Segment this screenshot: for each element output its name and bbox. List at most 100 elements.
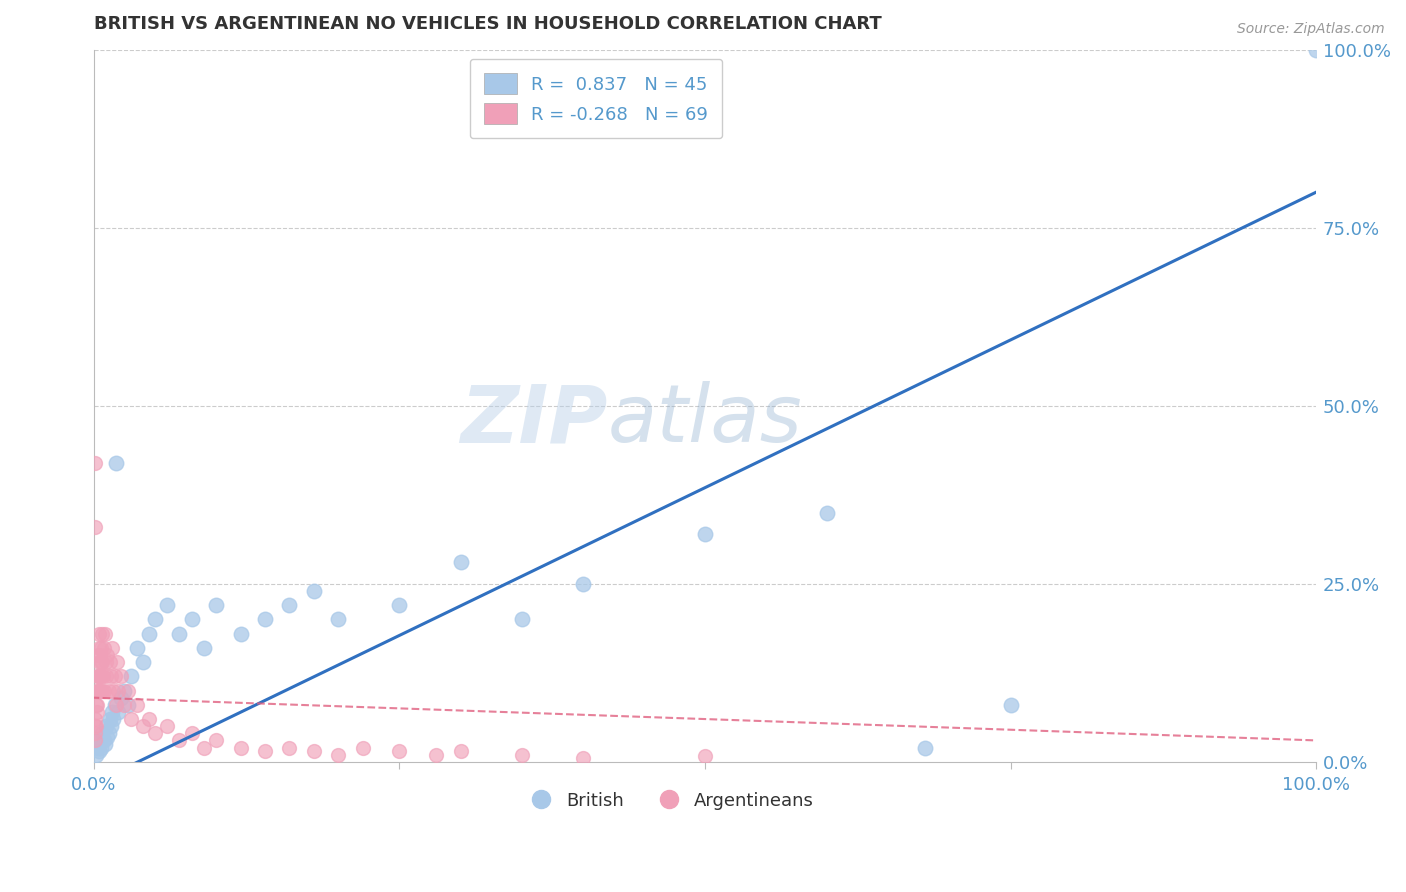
Point [96, 730, 118, 744]
Point [914, 740, 936, 755]
Point [105, 655, 128, 669]
Point [132, 719, 155, 733]
Point [93, 733, 115, 747]
Point [87, 669, 110, 683]
Point [1000, 698, 1022, 712]
Point [86, 683, 108, 698]
Point [450, 744, 472, 758]
Point [205, 598, 228, 612]
Point [100, 669, 122, 683]
Point [125, 698, 148, 712]
Text: Source: ZipAtlas.com: Source: ZipAtlas.com [1237, 22, 1385, 37]
Text: atlas: atlas [607, 381, 801, 459]
Point [253, 744, 276, 758]
Point [278, 598, 301, 612]
Point [89, 733, 111, 747]
Point [103, 683, 125, 698]
Point [104, 698, 127, 712]
Point [180, 612, 202, 626]
Point [98, 712, 121, 726]
Point [253, 612, 276, 626]
Point [693, 749, 716, 764]
Point [89, 648, 111, 662]
Point [302, 583, 325, 598]
Point [86, 648, 108, 662]
Point [328, 612, 350, 626]
Point [114, 698, 136, 712]
Legend: British, Argentineans: British, Argentineans [516, 784, 821, 817]
Point [84, 719, 107, 733]
Point [87, 683, 110, 698]
Point [156, 598, 179, 612]
Point [120, 669, 142, 683]
Point [125, 640, 148, 655]
Point [84, 520, 107, 534]
Point [117, 698, 139, 712]
Point [110, 690, 132, 705]
Point [180, 726, 202, 740]
Point [388, 598, 411, 612]
Point [90, 640, 112, 655]
Point [93, 640, 115, 655]
Point [352, 740, 374, 755]
Point [86, 705, 108, 719]
Point [94, 669, 117, 683]
Point [101, 640, 124, 655]
Point [91, 655, 114, 669]
Point [84, 698, 107, 712]
Point [205, 733, 228, 747]
Point [94, 737, 117, 751]
Point [229, 740, 252, 755]
Point [1305, 43, 1327, 57]
Point [571, 576, 593, 591]
Point [110, 669, 132, 683]
Text: BRITISH VS ARGENTINEAN NO VEHICLES IN HOUSEHOLD CORRELATION CHART: BRITISH VS ARGENTINEAN NO VEHICLES IN HO… [94, 15, 882, 33]
Point [103, 712, 125, 726]
Point [117, 683, 139, 698]
Point [90, 626, 112, 640]
Point [229, 626, 252, 640]
Point [425, 747, 447, 762]
Point [156, 719, 179, 733]
Point [132, 655, 155, 669]
Point [571, 751, 593, 765]
Point [104, 698, 127, 712]
Point [87, 744, 110, 758]
Point [89, 626, 111, 640]
Point [93, 683, 115, 698]
Point [87, 683, 110, 698]
Point [101, 705, 124, 719]
Point [143, 612, 166, 626]
Point [450, 556, 472, 570]
Point [84, 719, 107, 733]
Point [302, 744, 325, 758]
Point [510, 612, 533, 626]
Point [94, 626, 117, 640]
Point [90, 683, 112, 698]
Point [143, 726, 166, 740]
Point [120, 712, 142, 726]
Point [97, 726, 120, 740]
Point [114, 683, 136, 698]
Point [84, 726, 107, 740]
Text: ZIP: ZIP [460, 381, 607, 459]
Point [328, 747, 350, 762]
Point [138, 626, 160, 640]
Point [278, 740, 301, 755]
Point [91, 669, 114, 683]
Point [169, 733, 191, 747]
Point [83, 733, 105, 747]
Point [98, 655, 121, 669]
Point [104, 669, 127, 683]
Point [510, 747, 533, 762]
Point [138, 712, 160, 726]
Point [90, 740, 112, 755]
Point [388, 744, 411, 758]
Point [815, 506, 838, 520]
Point [86, 698, 108, 712]
Point [693, 527, 716, 541]
Point [86, 740, 108, 755]
Point [97, 683, 120, 698]
Point [90, 655, 112, 669]
Point [90, 669, 112, 683]
